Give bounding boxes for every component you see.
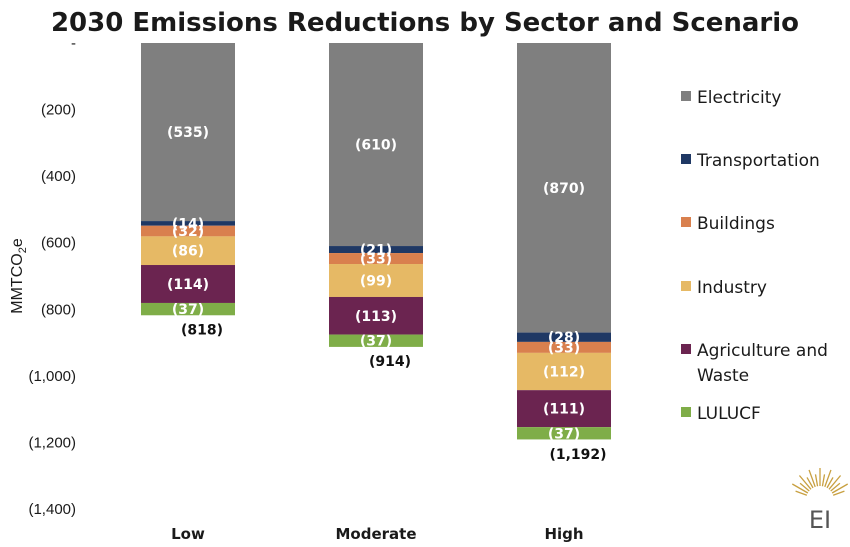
segment-value-label: (86) [172,244,204,260]
y-tick-label: (800) [41,301,76,318]
total-value-label: (914) [369,354,411,370]
legend-swatch [681,407,691,417]
segment-value-label: (37) [360,334,392,350]
chart-title: 2030 Emissions Reductions by Sector and … [50,8,800,38]
bar-segment-buildings [141,225,235,237]
bar-segment-transportation [141,221,235,226]
y-tick-label: (1,400) [28,501,76,518]
ei-logo: EI [791,468,849,534]
bar-segment-lulucf [329,334,423,347]
legend-label: Buildings [697,214,775,234]
bar-segment-agriculture-and-waste [517,390,611,428]
x-category-label: High [544,525,583,543]
legend-label: Transportation [696,151,820,171]
y-tick-label: (200) [41,102,76,119]
legend-swatch [681,91,691,101]
bar-segment-industry [141,236,235,266]
segment-value-label: (37) [172,302,204,318]
y-axis: - (200) (400) (600) (800) (1,000) (1,200) (1,40… [28,35,76,518]
segment-value-label: (112) [543,365,585,381]
bar-segment-electricity [141,43,235,222]
y-tick-label: (1,200) [28,434,76,451]
bar-segment-agriculture-and-waste [141,265,235,303]
legend-swatch [681,217,691,227]
data-labels: (535) (14)(32) (86) (114) (37) (818) Low (610) (… [167,125,607,543]
bar-segment-buildings [517,341,611,353]
bar-segment-industry [329,264,423,297]
bar-segment-electricity [517,43,611,333]
bar-segment-agriculture-and-waste [329,296,423,335]
segment-value-label: (14) [172,216,204,232]
legend-label: Agriculture and Waste [697,341,828,386]
x-category-label: Moderate [335,525,416,543]
y-axis-label: MMTCO2e [9,238,29,314]
logo-text: EI [809,506,831,534]
segment-value-label: (37) [548,426,580,442]
segment-value-label: (28) [548,330,580,346]
segment-value-label: (21) [360,243,392,259]
y-tick-label: - [71,35,76,52]
legend: Electricity Transportation Buildings Indust… [681,88,828,424]
legend-swatch [681,154,691,164]
segment-value-label: (111) [543,402,585,418]
legend-label: Industry [697,278,767,298]
y-axis-title: MMTCO2e [9,238,29,314]
bar-segment-buildings [329,253,423,265]
bar-segment-industry [517,352,611,391]
y-tick-label: (600) [41,235,76,252]
segment-value-label: (33) [360,252,392,268]
segment-value-label: (99) [360,273,392,289]
x-category-label: Low [171,525,205,543]
segment-value-label: (114) [167,277,209,293]
segment-value-label: (32) [172,224,204,240]
bar-segment-lulucf [517,427,611,440]
bar-segment-lulucf [141,302,235,316]
segment-value-label: (113) [355,309,397,325]
legend-swatch [681,281,691,291]
sunburst-icon [791,468,849,496]
bar-segment-transportation [517,332,611,342]
bar-segment-electricity [329,43,423,247]
legend-swatch [681,344,691,354]
legend-label: Electricity [697,88,781,108]
segment-value-label: (610) [355,138,397,154]
segment-value-label: (870) [543,181,585,197]
y-tick-label: (1,000) [28,368,76,385]
total-value-label: (1,192) [549,447,606,463]
bars [141,43,611,440]
segment-value-label: (535) [167,125,209,141]
segment-value-label: (33) [548,340,580,356]
total-value-label: (818) [181,322,223,338]
y-tick-label: (400) [41,168,76,185]
bar-segment-transportation [329,246,423,254]
legend-label: LULUCF [697,404,761,424]
